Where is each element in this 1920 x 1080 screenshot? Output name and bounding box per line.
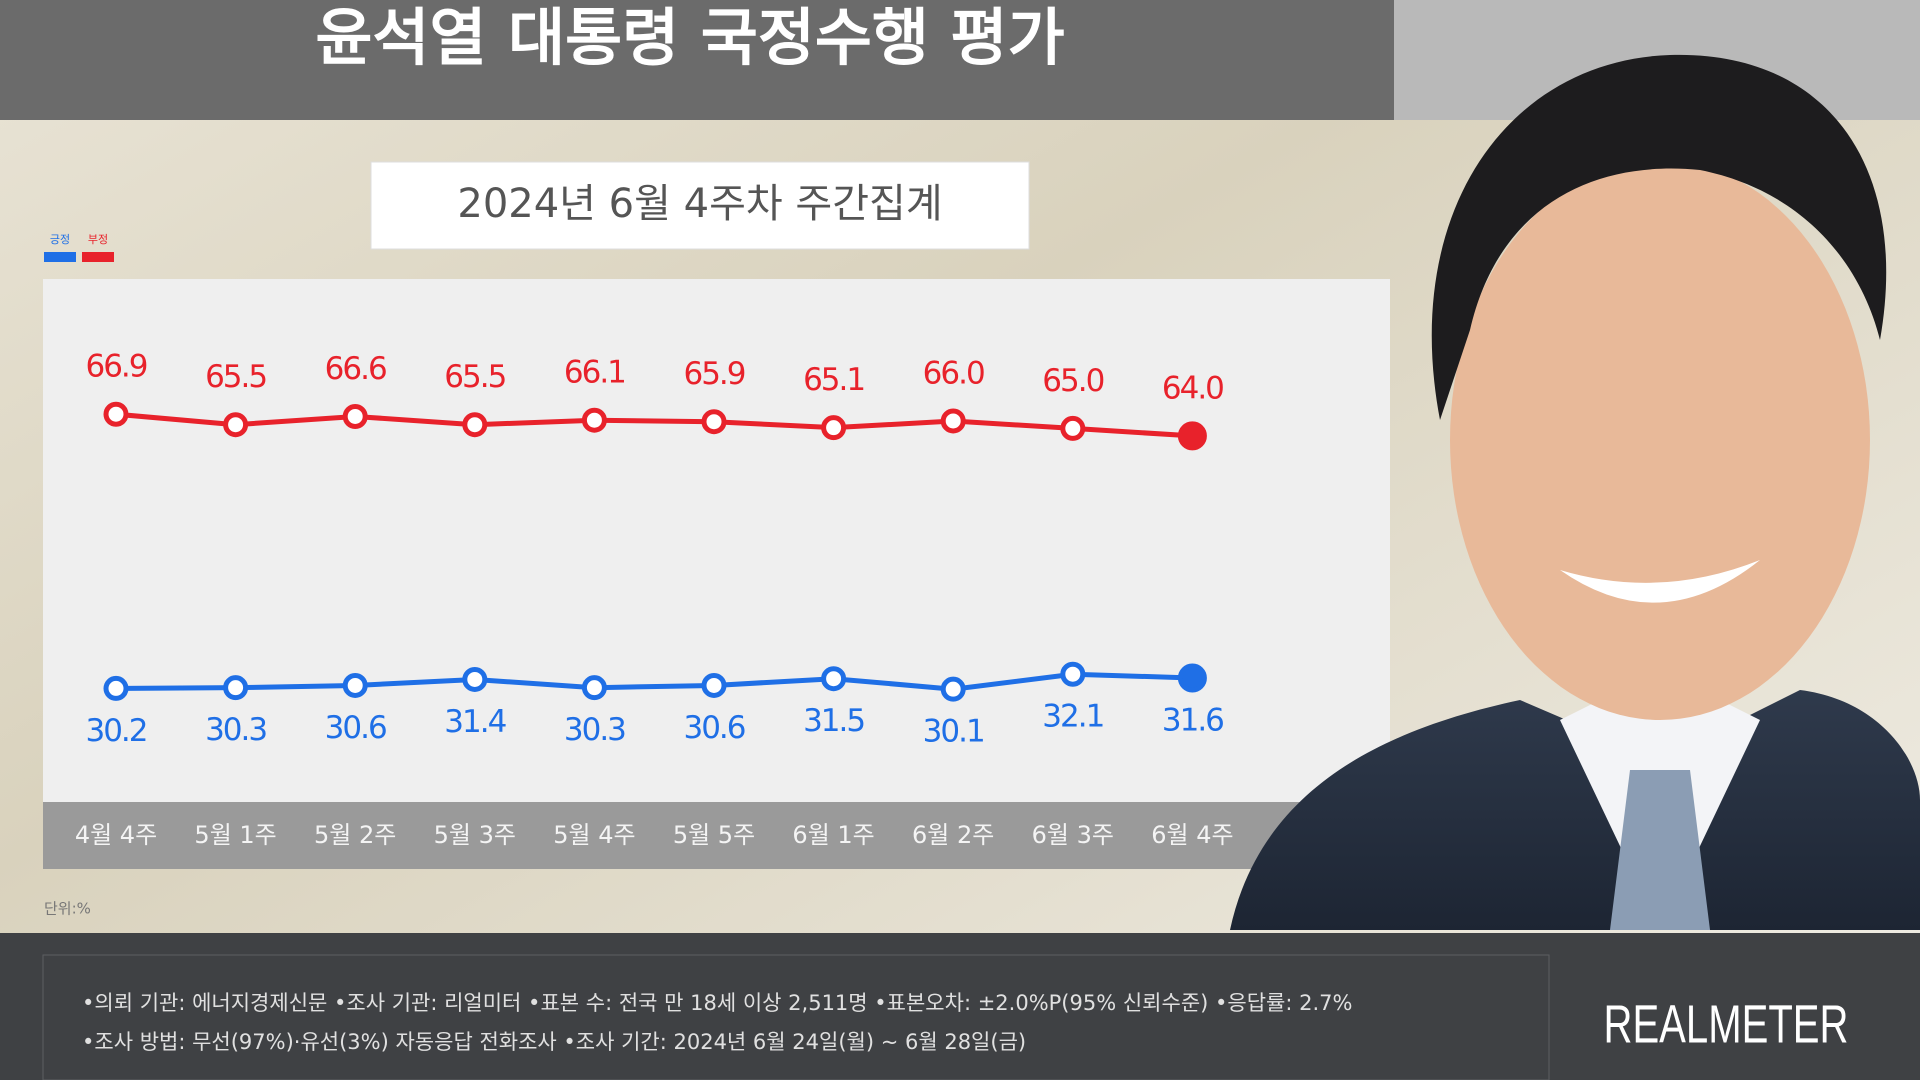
- data-label: 65.5: [444, 359, 505, 395]
- data-label: 65.9: [683, 356, 744, 392]
- data-point: [462, 412, 488, 438]
- data-label: 66.1: [564, 355, 625, 391]
- data-label: 30.3: [564, 712, 625, 748]
- data-label: 30.3: [205, 712, 266, 748]
- data-label: 31.6: [1162, 702, 1223, 738]
- data-label: 66.6: [325, 351, 386, 387]
- subtitle-box: [370, 161, 1030, 250]
- plot-area: [43, 279, 1390, 802]
- data-label: 65.1: [803, 362, 864, 398]
- data-point: [342, 403, 368, 429]
- data-point: [1060, 661, 1086, 687]
- legend-label: 부정: [88, 233, 108, 246]
- legend-swatch: [44, 252, 76, 262]
- data-point: [103, 675, 129, 701]
- data-point: [462, 666, 488, 692]
- legend-label: 긍정: [50, 233, 70, 246]
- series-line: [115, 411, 1193, 439]
- data-label: 30.6: [683, 710, 744, 746]
- data-point: [821, 415, 847, 441]
- data-label: 30.6: [325, 710, 386, 746]
- header-band: [0, 0, 1394, 120]
- brand-logo: REALMETER: [1604, 994, 1849, 1054]
- footer-band: [0, 933, 1920, 1080]
- data-label: 65.0: [1042, 363, 1103, 399]
- data-point: [701, 409, 727, 435]
- unit-label: 단위:%: [44, 900, 91, 918]
- footer-note: •조사 방법: 무선(97%)·유선(3%) 자동응답 전화조사 •조사 기간:…: [82, 1030, 1026, 1054]
- data-point: [940, 676, 966, 702]
- data-point: [103, 401, 129, 427]
- x-tick-label: 4월 4주: [75, 821, 157, 849]
- data-label: 64.0: [1162, 370, 1223, 406]
- data-point: [223, 675, 249, 701]
- data-point: [821, 666, 847, 692]
- x-tick-label: 5월 1주: [194, 821, 276, 849]
- data-point: [342, 672, 368, 698]
- legend-swatch: [82, 252, 114, 262]
- data-label: 30.2: [85, 713, 146, 749]
- x-tick-label: 6월 3주: [1032, 821, 1114, 849]
- chart-title: 윤석열 대통령 국정수행 평가: [315, 1, 1064, 74]
- data-label: 31.4: [444, 704, 505, 740]
- x-tick-label: 6월 4주: [1151, 821, 1233, 849]
- data-point: [940, 408, 966, 434]
- footer-note: •의뢰 기관: 에너지경제신문 •조사 기관: 리얼미터 •표본 수: 전국 만…: [82, 991, 1352, 1015]
- x-tick-label: 5월 5주: [673, 821, 755, 849]
- data-label: 30.1: [923, 714, 984, 750]
- data-point: [223, 412, 249, 438]
- subtitle: 2024년 6월 4주차 주간집계: [457, 181, 942, 227]
- photo: [1230, 54, 1920, 930]
- data-point: [1060, 415, 1086, 441]
- data-point: [581, 675, 607, 701]
- data-point: [581, 407, 607, 433]
- footer-box: [42, 954, 1550, 1080]
- x-tick-label: 6월 1주: [792, 821, 874, 849]
- x-tick-label: 6월 2주: [912, 821, 994, 849]
- x-tick-label: 5월 4주: [553, 821, 635, 849]
- series-line: [115, 671, 1193, 692]
- data-point: [701, 672, 727, 698]
- data-label: 32.1: [1042, 699, 1103, 735]
- x-tick-label: 5월 3주: [434, 821, 516, 849]
- data-point: [1177, 663, 1207, 693]
- data-label: 65.5: [205, 359, 266, 395]
- data-label: 66.0: [923, 355, 984, 391]
- x-tick-label: 5월 2주: [314, 821, 396, 849]
- data-label: 66.9: [85, 349, 146, 385]
- category-band: [43, 802, 1390, 869]
- data-label: 31.5: [803, 703, 864, 739]
- data-point: [1177, 421, 1207, 451]
